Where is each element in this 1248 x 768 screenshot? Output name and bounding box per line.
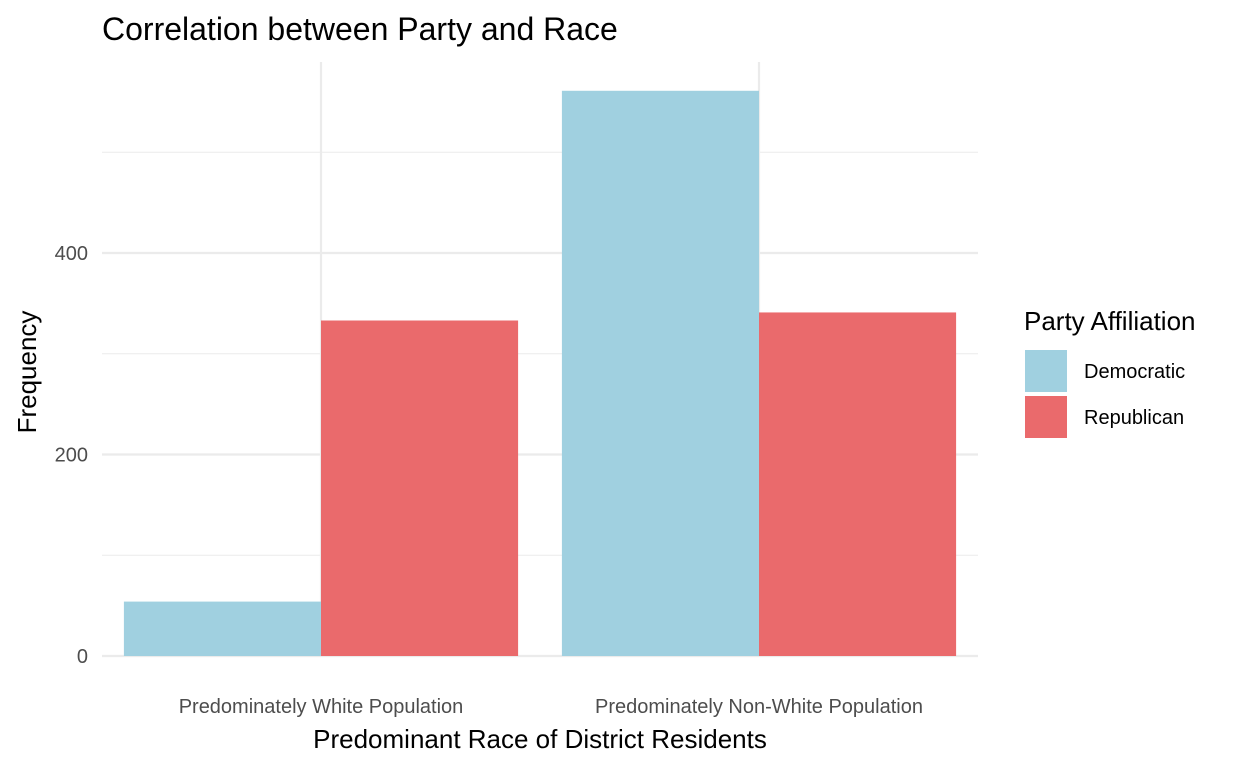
bar-republican-1 [321,320,519,656]
legend-title: Party Affiliation [1024,306,1196,336]
bar-democratic-1 [123,601,322,656]
y-tick-label: 400 [55,243,88,265]
bar-republican-2 [759,312,957,656]
y-axis-ticks: 0 200 400 [55,243,88,668]
legend: Party Affiliation Democratic Republican [1024,306,1196,438]
legend-key-democratic [1025,350,1067,392]
y-tick-label: 0 [77,646,88,668]
legend-key-republican [1025,396,1067,438]
y-axis-title: Frequency [12,311,42,434]
bar-democratic-2 [561,90,759,657]
x-axis-ticks: Predominately White Population Predominat… [179,696,923,718]
x-axis-title: Predominant Race of District Residents [313,724,767,754]
chart-title: Correlation between Party and Race [102,11,618,47]
y-tick-label: 200 [55,445,88,467]
x-tick-label: Predominately White Population [179,696,464,718]
legend-label-democratic: Democratic [1084,361,1185,383]
bars [123,90,957,657]
x-tick-label: Predominately Non-White Population [595,696,923,718]
legend-items: Democratic Republican [1025,350,1185,438]
legend-label-republican: Republican [1084,407,1184,429]
